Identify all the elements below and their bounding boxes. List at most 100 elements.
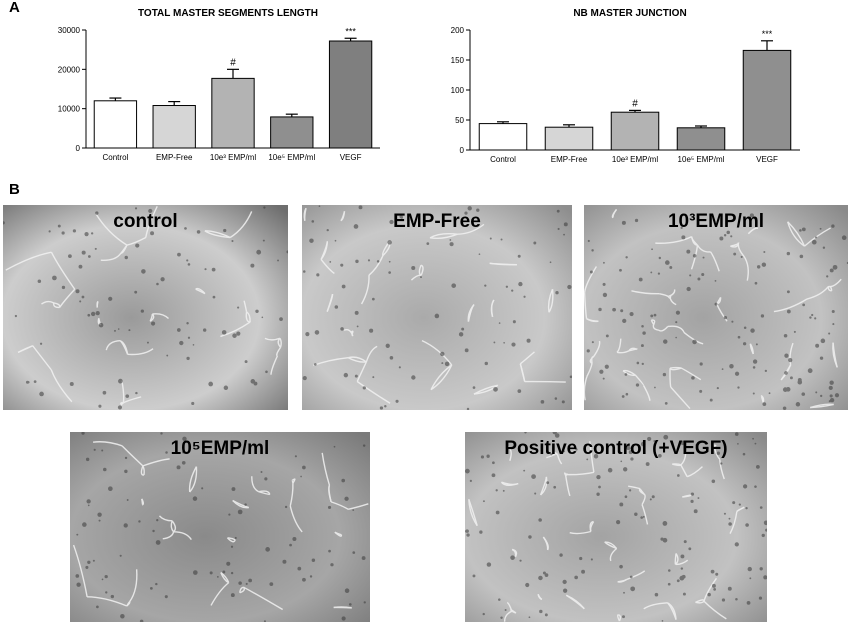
cell: [737, 443, 739, 445]
cell: [108, 486, 113, 492]
cell: [79, 300, 82, 303]
cell: [586, 349, 590, 353]
cell-tube: [631, 290, 660, 295]
micrograph-label: 10³EMP/ml: [667, 211, 765, 232]
cell: [211, 267, 216, 272]
cell-tube: [347, 503, 369, 510]
cell-tube: [145, 206, 158, 238]
cell: [302, 376, 307, 381]
cell: [86, 499, 91, 504]
cell: [361, 556, 366, 560]
cell: [732, 501, 736, 505]
cell: [734, 371, 740, 376]
cell: [101, 449, 104, 452]
cell: [714, 302, 718, 306]
cell-tube: [680, 464, 688, 478]
cell: [125, 394, 130, 398]
cell: [98, 322, 104, 328]
cell: [841, 235, 847, 240]
cell: [723, 315, 728, 320]
cell: [228, 513, 231, 516]
cell: [620, 460, 623, 463]
cell: [223, 228, 227, 233]
cell: [124, 255, 129, 260]
cell: [676, 579, 680, 583]
cell: [702, 256, 705, 259]
cell: [305, 332, 310, 337]
cell: [622, 318, 627, 323]
cell: [237, 509, 243, 515]
cell: [37, 279, 42, 283]
cell-tube: [141, 498, 144, 506]
cell: [486, 562, 492, 567]
cell: [389, 219, 394, 225]
cell: [503, 341, 505, 344]
cell: [591, 341, 594, 344]
cell-tube: [643, 385, 651, 401]
cell-tube: [565, 475, 571, 497]
cell: [688, 547, 692, 551]
cell: [561, 400, 565, 404]
cell: [645, 462, 650, 466]
cell-tube: [41, 300, 54, 305]
cell: [814, 317, 817, 320]
cell: [624, 373, 628, 376]
cell: [697, 277, 701, 281]
cell: [230, 571, 234, 575]
cell-tube: [334, 531, 343, 537]
cell: [531, 474, 536, 479]
cell-tube: [787, 221, 806, 247]
cell-tube: [641, 504, 649, 525]
cell: [379, 406, 384, 410]
cell: [495, 510, 500, 515]
cell: [138, 520, 141, 523]
cell: [440, 351, 445, 357]
cell: [124, 469, 128, 474]
cell-tube: [628, 347, 638, 352]
cell: [192, 496, 198, 501]
cell-tube: [467, 304, 475, 322]
cell: [464, 211, 468, 215]
cell: [726, 230, 730, 235]
cell: [72, 229, 77, 233]
cell: [279, 317, 283, 322]
cell-tube: [489, 262, 517, 266]
cell: [695, 443, 699, 447]
cell: [599, 369, 604, 374]
cell-tube: [120, 244, 128, 254]
micrograph-control: control: [3, 205, 288, 410]
cell-tube: [276, 346, 282, 357]
cell: [124, 456, 128, 460]
micrograph-10e3-emp: 10³EMP/ml: [584, 205, 848, 410]
cell: [311, 558, 316, 562]
cell: [237, 306, 240, 309]
cell: [355, 259, 359, 264]
cell: [176, 465, 181, 470]
cell-tube: [591, 356, 594, 364]
cell: [328, 549, 331, 553]
cell: [737, 335, 741, 339]
cell: [139, 619, 144, 622]
cell: [786, 290, 790, 294]
cell-clusters: [586, 213, 848, 410]
cell: [372, 376, 375, 379]
cell-tube: [229, 211, 253, 239]
cell: [553, 485, 557, 489]
cell: [523, 469, 526, 472]
cell: [384, 405, 387, 408]
cell-tube: [787, 221, 805, 247]
cell: [526, 338, 531, 343]
cell: [223, 385, 229, 391]
cell-tube: [804, 227, 831, 247]
cell: [181, 460, 186, 465]
cell: [451, 283, 457, 288]
cell-tube: [142, 458, 170, 467]
cell: [742, 342, 747, 346]
cell: [733, 252, 737, 256]
total-master-segments-length-chart: TOTAL MASTER SEGMENTS LENGTH 0 10000 20000 3…: [58, 8, 380, 162]
cell: [569, 375, 572, 379]
cell: [502, 489, 505, 492]
cell: [604, 364, 609, 369]
cell: [458, 332, 464, 337]
micrograph-positive-control-vegf: Positive control (+VEGF): [465, 432, 767, 622]
